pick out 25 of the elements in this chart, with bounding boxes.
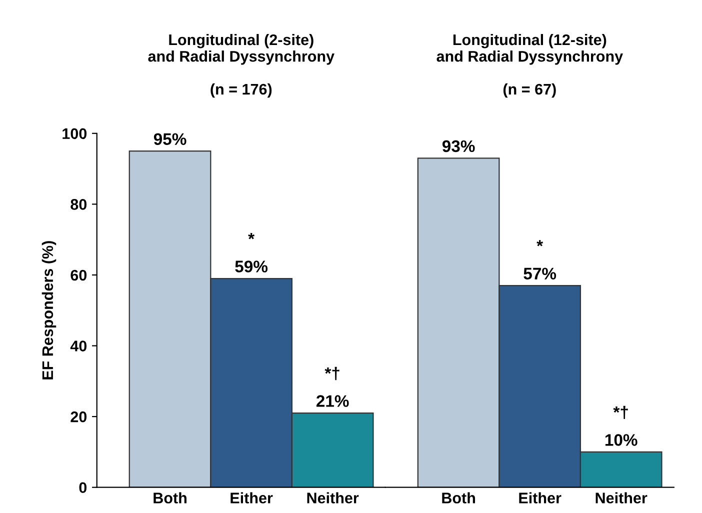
data-label: 10% (605, 434, 638, 446)
y-tick-label: 60 (70, 270, 87, 281)
annotation: *† (324, 366, 340, 380)
annotation: * (248, 233, 255, 240)
data-label: 59% (235, 260, 268, 272)
annotation: *† (613, 406, 628, 420)
x-tick-label: Both (442, 492, 475, 504)
y-tick-label: 40 (70, 340, 87, 352)
x-tick-label: Neither (307, 492, 359, 504)
chart-title: Longitudinal (12-site) and Radial Dyssynchrony (n = 67) (436, 34, 623, 98)
y-tick-label: 0 (79, 482, 87, 494)
y-tick-label: 20 (70, 411, 87, 422)
x-tick-label: Neither (596, 492, 648, 504)
x-tick-label: Either (230, 492, 273, 504)
x-tick-label: Both (154, 492, 186, 504)
x-tick-label: Either (519, 492, 562, 504)
y-tick-label: 80 (70, 199, 87, 210)
chart-title: Longitudinal (2-site) and Radial Dyssynchrony (n = 176) (148, 34, 334, 98)
data-label: 93% (442, 140, 475, 152)
y-tick-label: 100 (62, 128, 87, 140)
annotation: * (536, 240, 544, 246)
data-label: 57% (524, 268, 556, 280)
data-label: 95% (154, 133, 186, 146)
data-label: 21% (316, 395, 349, 407)
y-axis-title: EF Responders (%) (42, 241, 56, 380)
